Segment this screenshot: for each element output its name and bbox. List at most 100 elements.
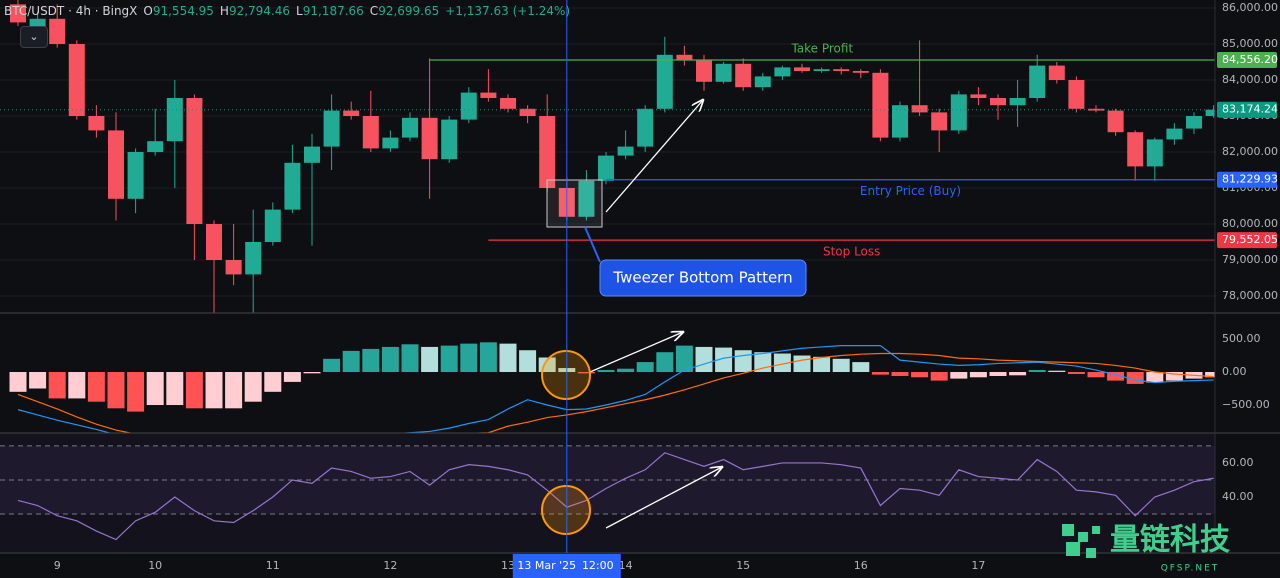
level-name: Entry Price (Buy) bbox=[860, 184, 961, 198]
highlight-circle bbox=[541, 485, 591, 535]
y-tick-label: 86,000.00 bbox=[1222, 1, 1278, 14]
candle-body bbox=[225, 260, 242, 275]
candle-body bbox=[1205, 109, 1215, 116]
candle-body bbox=[970, 94, 987, 98]
logo-square bbox=[1086, 548, 1096, 558]
macd-histogram-bar bbox=[303, 372, 321, 374]
candle-body bbox=[480, 92, 497, 98]
arrow bbox=[605, 100, 703, 213]
legend-value: 92,699.65 bbox=[378, 4, 440, 18]
candle-body bbox=[108, 130, 124, 199]
x-tick-label: 13 bbox=[501, 559, 515, 572]
x-tick-label: 16 bbox=[854, 559, 868, 572]
macd-histogram-bar bbox=[29, 372, 47, 389]
signal-line bbox=[17, 352, 1214, 433]
macd-histogram-bar bbox=[577, 372, 595, 374]
macd-histogram-bar bbox=[342, 350, 360, 373]
candle-body bbox=[245, 242, 262, 275]
macd-histogram-bar bbox=[460, 343, 478, 373]
macd-histogram-bar bbox=[1126, 372, 1144, 384]
macd-histogram-bar bbox=[1165, 372, 1183, 381]
candle-body bbox=[1009, 97, 1026, 106]
candle-body bbox=[950, 94, 967, 131]
arrow bbox=[589, 332, 683, 373]
macd-tick-label: 500.00 bbox=[1222, 332, 1261, 345]
macd-histogram-bar bbox=[1087, 372, 1105, 378]
watermark-logo bbox=[1062, 524, 1100, 558]
level-name: Stop Loss bbox=[823, 245, 880, 259]
candle-body bbox=[382, 137, 399, 149]
macd-histogram-bar bbox=[1009, 372, 1027, 376]
legend-value: 92,794.46 bbox=[228, 4, 291, 18]
candle-body bbox=[49, 18, 66, 44]
rsi-line bbox=[17, 452, 1214, 541]
candle-body bbox=[617, 146, 634, 156]
x-tick-label: 17 bbox=[971, 559, 985, 572]
y-tick-label: 79,000.00 bbox=[1222, 253, 1278, 266]
candle-body bbox=[186, 97, 203, 225]
macd-histogram-bar bbox=[969, 372, 987, 378]
pattern-box bbox=[546, 179, 603, 228]
rsi-tick-label: 60.00 bbox=[1222, 456, 1254, 469]
candle-body bbox=[735, 63, 752, 88]
y-tick-label: 78,000.00 bbox=[1222, 289, 1278, 302]
macd-histogram-bar bbox=[871, 372, 889, 375]
macd-histogram-bar bbox=[244, 372, 262, 402]
candle-body bbox=[872, 72, 889, 138]
current-price-label: 83,174.24 bbox=[1222, 103, 1278, 116]
level-tag-label: 79,552.05 bbox=[1222, 233, 1278, 246]
level-tag-label: 84,556.20 bbox=[1222, 53, 1278, 66]
y-tick-label: 80,000.00 bbox=[1222, 217, 1278, 230]
candle-body bbox=[1068, 79, 1085, 109]
macd-histogram-bar bbox=[813, 356, 831, 373]
macd-histogram-bar bbox=[930, 372, 948, 381]
logo-square bbox=[1066, 542, 1080, 556]
candle-body bbox=[421, 117, 438, 160]
macd-histogram-bar bbox=[283, 372, 301, 382]
x-tick-label: 10 bbox=[148, 559, 162, 572]
legend-key: H bbox=[219, 4, 229, 18]
x-tick-label: 14 bbox=[619, 559, 633, 572]
macd-histogram-bar bbox=[891, 372, 909, 376]
macd-histogram-bar bbox=[597, 370, 615, 373]
macd-histogram-bar bbox=[519, 350, 537, 373]
x-tick-label: 15 bbox=[736, 559, 750, 572]
crosshair-tag bbox=[512, 554, 621, 578]
candle-body bbox=[441, 119, 458, 160]
watermark-site: QFSP.NET bbox=[1161, 564, 1220, 574]
candle-body bbox=[990, 97, 1006, 106]
macd-histogram-bar bbox=[68, 372, 86, 399]
macd-histogram-bar bbox=[127, 372, 145, 412]
candle-body bbox=[343, 110, 360, 116]
candle-body bbox=[500, 97, 516, 109]
rsi-bg bbox=[0, 433, 1215, 553]
macd-histogram-bar bbox=[1146, 372, 1164, 383]
macd-histogram-bar bbox=[323, 358, 341, 373]
candle-body bbox=[676, 54, 693, 61]
candle-body bbox=[1029, 65, 1046, 98]
candle-body bbox=[656, 54, 673, 109]
logo-square bbox=[1078, 532, 1088, 542]
level-tag bbox=[1217, 51, 1277, 68]
candle-body bbox=[264, 209, 281, 243]
collapse-button[interactable]: ⌄ bbox=[20, 26, 48, 48]
macd-line bbox=[17, 345, 1214, 433]
arrow bbox=[605, 467, 722, 529]
candle-body bbox=[794, 67, 810, 71]
macd-histogram-bar bbox=[832, 358, 850, 373]
crosshair-time: 12:00 bbox=[582, 559, 614, 572]
macd-histogram-bar bbox=[1028, 370, 1046, 373]
level-tag bbox=[1217, 232, 1277, 249]
candle-body bbox=[754, 76, 771, 88]
candle-body bbox=[1186, 115, 1202, 129]
rsi-tick-label: 40.00 bbox=[1222, 490, 1254, 503]
candle-body bbox=[813, 69, 830, 71]
legend-key: L bbox=[296, 4, 303, 18]
candle-body bbox=[696, 60, 712, 82]
candle-body bbox=[852, 70, 869, 73]
macd-histogram-bar bbox=[166, 372, 184, 406]
macd-tick-label: −500.00 bbox=[1222, 398, 1270, 411]
crosshair-date: 13 Mar '25 bbox=[517, 559, 576, 572]
macd-histogram-bar bbox=[675, 345, 693, 373]
